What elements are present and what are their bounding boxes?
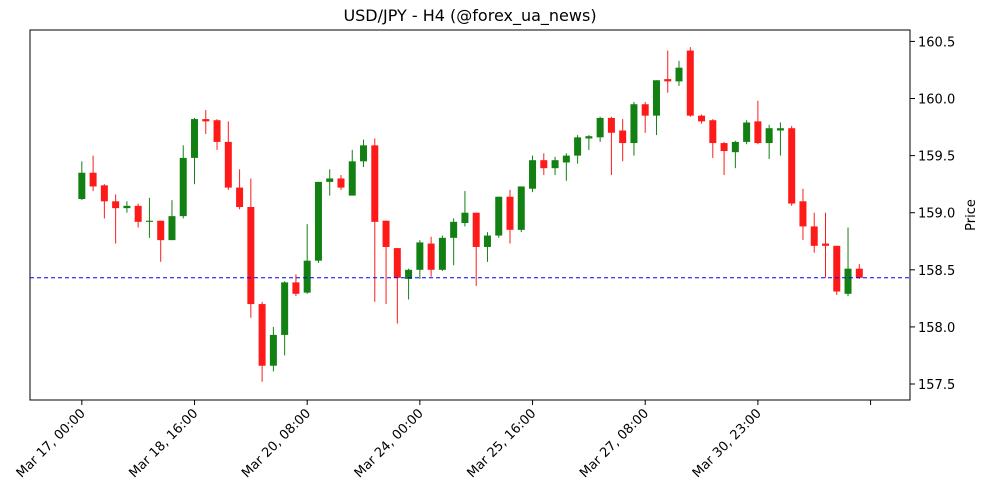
candle-body — [213, 120, 221, 142]
candle-body — [619, 130, 627, 144]
candle-body — [788, 128, 796, 204]
candle-body — [416, 242, 424, 270]
candle-body — [709, 120, 717, 144]
candle-body — [168, 216, 176, 241]
candle-body — [562, 155, 570, 163]
x-tick-label: Mar 20, 08:00 — [239, 406, 314, 481]
candle-body — [607, 117, 615, 133]
y-tick-label: 159.0 — [918, 207, 955, 222]
x-tick-label: Mar 27, 08:00 — [577, 406, 652, 481]
candle-body — [191, 119, 199, 158]
candle-body — [833, 245, 841, 292]
x-tick-label: Mar 24, 00:00 — [352, 406, 427, 481]
candle-body — [574, 137, 582, 156]
candle-body — [123, 205, 131, 209]
candle-body — [698, 115, 706, 122]
candle-body — [675, 67, 683, 82]
candle-body — [89, 172, 97, 187]
x-tick-label: Mar 30, 23:00 — [690, 406, 765, 481]
candle-body — [405, 269, 413, 279]
candle-body — [360, 145, 368, 162]
candle-body — [100, 185, 108, 202]
chart-title: USD/JPY - H4 (@forex_ua_news) — [343, 6, 596, 26]
candle-body — [821, 243, 829, 246]
candle-body — [461, 212, 469, 223]
y-tick-label: 160.0 — [918, 93, 955, 108]
candle-body — [472, 212, 480, 247]
candle-body — [382, 220, 390, 247]
candle-body — [450, 221, 458, 238]
candle-body — [652, 80, 660, 116]
candle-body — [78, 172, 86, 200]
candle-body — [281, 282, 289, 335]
candle-body — [664, 79, 672, 82]
candle-body — [517, 186, 525, 230]
candle-body — [551, 160, 559, 169]
x-tick-label: Mar 17, 00:00 — [14, 406, 89, 481]
candle-body — [224, 141, 232, 188]
candle-body — [438, 237, 446, 270]
x-tick-label: Mar 18, 16:00 — [126, 406, 201, 481]
candle-body — [236, 187, 244, 208]
candle-body — [179, 157, 187, 217]
candle-body — [743, 122, 751, 142]
candle-body — [731, 141, 739, 153]
candle-body — [776, 128, 784, 131]
candle-body — [799, 201, 807, 227]
candle-body — [145, 220, 153, 222]
candle-body — [202, 119, 210, 122]
candle-body — [337, 178, 345, 188]
candle-body — [314, 181, 322, 261]
candle-body — [495, 196, 503, 236]
y-tick-label: 158.0 — [918, 321, 955, 336]
candle-body — [529, 160, 537, 189]
candle-body — [112, 201, 120, 209]
y-tick-label: 157.5 — [918, 378, 955, 393]
candle-body — [765, 128, 773, 144]
candle-body — [630, 104, 638, 144]
candle-body — [844, 268, 852, 294]
y-tick-label: 158.5 — [918, 264, 955, 279]
candle-body — [258, 304, 266, 366]
candle-body — [326, 178, 334, 182]
candle-body — [754, 121, 762, 144]
y-tick-label: 160.5 — [918, 35, 955, 50]
candle-body — [371, 145, 379, 222]
candle-body — [134, 205, 142, 222]
candle-body — [641, 104, 649, 116]
candle-body — [292, 282, 300, 294]
y-axis-label: Price — [964, 199, 979, 231]
candle-body — [540, 160, 548, 169]
candle-body — [720, 143, 728, 152]
candle-body — [157, 220, 165, 241]
candle-body — [393, 248, 401, 278]
candle-body — [348, 161, 356, 196]
candle-body — [686, 50, 694, 116]
candle-body — [506, 196, 514, 230]
plot-frame — [29, 29, 911, 401]
candle-body — [810, 226, 818, 246]
candle-body — [247, 207, 255, 305]
candle-body — [855, 268, 863, 278]
x-tick-label: Mar 25, 16:00 — [464, 406, 539, 481]
candle-body — [585, 136, 593, 139]
candle-body — [596, 117, 604, 138]
y-tick-label: 159.5 — [918, 150, 955, 165]
candle-body — [483, 235, 491, 247]
candle-body — [269, 334, 277, 366]
candle-body — [427, 243, 435, 270]
candle-body — [303, 260, 311, 293]
